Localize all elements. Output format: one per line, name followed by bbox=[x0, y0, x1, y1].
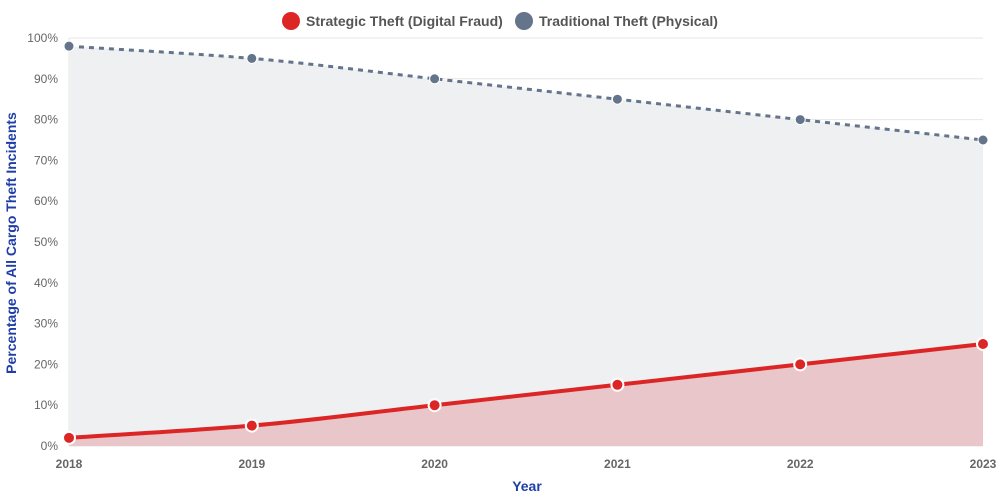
data-point bbox=[793, 357, 808, 372]
y-tick-label: 0% bbox=[41, 439, 59, 453]
area-fills bbox=[69, 46, 983, 446]
area-traditional bbox=[69, 46, 983, 446]
data-point bbox=[977, 134, 989, 146]
data-point bbox=[610, 377, 625, 392]
data-point bbox=[244, 418, 259, 433]
data-point bbox=[429, 73, 441, 85]
data-point bbox=[246, 52, 258, 64]
y-tick-label: 80% bbox=[34, 113, 58, 127]
legend-label: Strategic Theft (Digital Fraud) bbox=[306, 13, 503, 29]
y-tick-label: 100% bbox=[27, 31, 58, 45]
y-tick-label: 40% bbox=[34, 276, 58, 290]
y-tick-label: 90% bbox=[34, 72, 58, 86]
x-axis-ticks: 2018 2019 2020 2021 2022 2023 bbox=[56, 457, 997, 471]
y-tick-label: 60% bbox=[34, 194, 58, 208]
data-point bbox=[794, 114, 806, 126]
x-tick-label: 2022 bbox=[787, 457, 814, 471]
data-points bbox=[62, 40, 990, 445]
y-axis-title: Percentage of All Cargo Theft Incidents bbox=[3, 112, 19, 374]
data-point bbox=[976, 337, 990, 351]
x-tick-label: 2023 bbox=[970, 457, 997, 471]
y-axis-ticks: 0% 10% 20% 30% 40% 50% 60% 70% 80% 90% 100% bbox=[27, 31, 58, 453]
line-traditional bbox=[68, 44, 984, 142]
data-point bbox=[62, 430, 76, 445]
legend-marker bbox=[282, 12, 300, 30]
series-lines bbox=[68, 44, 984, 440]
legend-marker bbox=[515, 12, 533, 30]
y-tick-label: 50% bbox=[34, 235, 58, 249]
y-tick-label: 70% bbox=[34, 153, 58, 167]
y-tick-label: 30% bbox=[34, 317, 58, 331]
y-tick-label: 10% bbox=[34, 398, 58, 412]
data-point bbox=[427, 398, 442, 413]
data-point bbox=[63, 40, 75, 52]
x-tick-label: 2019 bbox=[238, 457, 265, 471]
x-tick-label: 2020 bbox=[421, 457, 448, 471]
x-tick-label: 2018 bbox=[56, 457, 83, 471]
line-strategic bbox=[68, 342, 984, 440]
y-tick-label: 20% bbox=[34, 357, 58, 371]
legend: Strategic Theft (Digital Fraud) Tradition… bbox=[282, 12, 718, 30]
legend-label: Traditional Theft (Physical) bbox=[539, 13, 718, 29]
x-tick-label: 2021 bbox=[604, 457, 631, 471]
data-point bbox=[611, 93, 623, 105]
x-axis-title: Year bbox=[512, 478, 542, 494]
